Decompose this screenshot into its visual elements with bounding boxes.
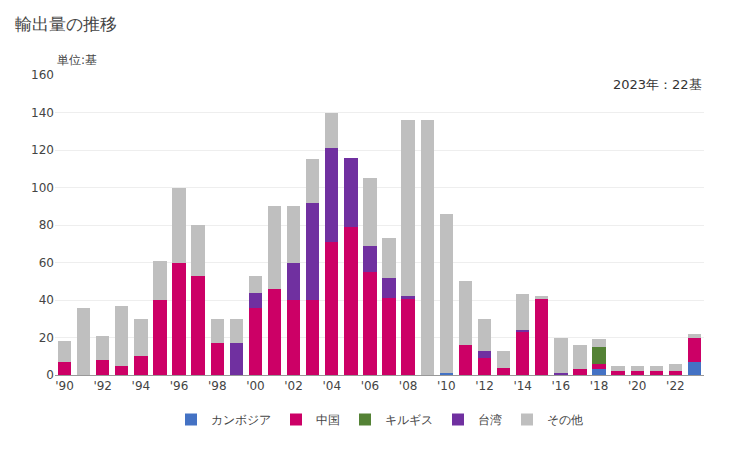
svg-text:単位:基: 単位:基 [57,53,97,67]
svg-text:'90: '90 [55,379,74,393]
svg-text:'14: '14 [513,379,532,393]
svg-text:'16: '16 [552,379,571,393]
svg-text:'20: '20 [628,379,647,393]
svg-text:'08: '08 [399,379,418,393]
svg-text:'10: '10 [437,379,456,393]
svg-text:カンボジア: カンボジア [211,413,271,427]
svg-text:'12: '12 [475,379,494,393]
svg-text:'22: '22 [666,379,685,393]
svg-text:'02: '02 [284,379,303,393]
svg-text:120: 120 [31,143,54,157]
svg-text:'00: '00 [246,379,265,393]
svg-text:'96: '96 [170,379,189,393]
svg-text:40: 40 [39,293,54,307]
svg-text:0: 0 [46,368,54,382]
svg-text:'92: '92 [93,379,112,393]
svg-text:60: 60 [39,256,54,270]
svg-text:20: 20 [39,331,54,345]
svg-text:140: 140 [31,106,54,120]
svg-text:2023年：22基: 2023年：22基 [613,77,702,92]
svg-text:'18: '18 [590,379,609,393]
svg-text:中国: 中国 [316,413,340,427]
svg-text:'06: '06 [361,379,380,393]
svg-text:'94: '94 [132,379,151,393]
svg-text:160: 160 [31,68,54,82]
svg-text:80: 80 [39,218,54,232]
svg-text:キルギス: キルギス [385,413,433,427]
svg-text:'04: '04 [322,379,341,393]
svg-text:'98: '98 [208,379,227,393]
svg-text:100: 100 [31,181,54,195]
svg-text:台湾: 台湾 [478,413,502,427]
svg-text:輸出量の推移: 輸出量の推移 [15,14,117,34]
svg-text:その他: その他 [547,413,583,427]
